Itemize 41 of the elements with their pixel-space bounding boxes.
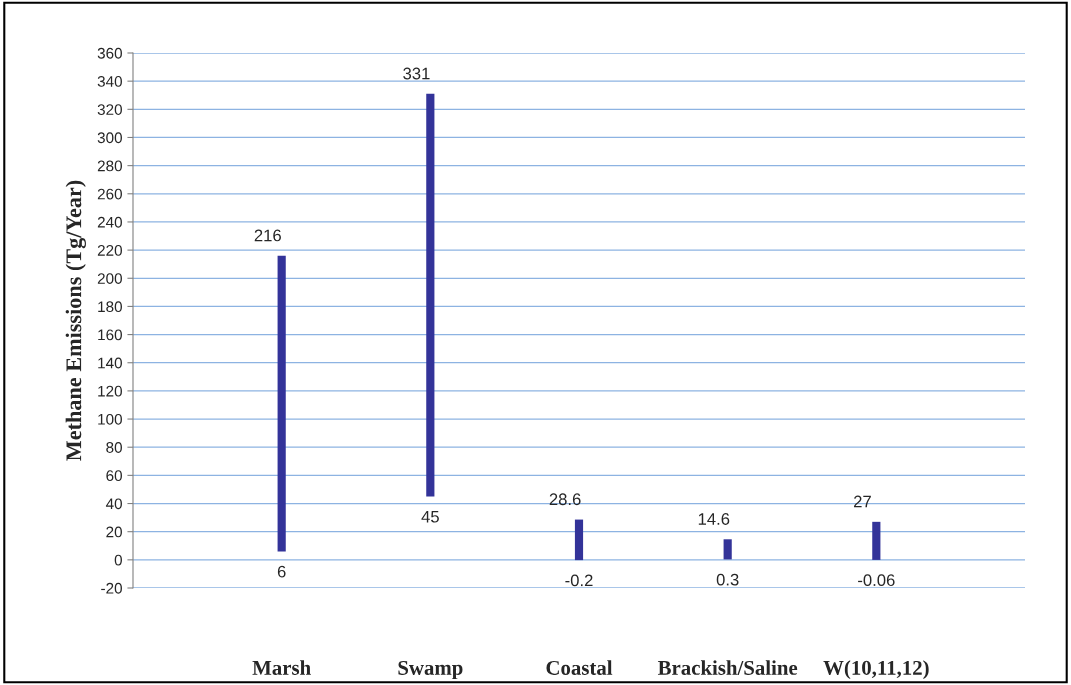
- y-tick-label: 220: [97, 244, 122, 256]
- annotation: -0.06: [858, 574, 895, 587]
- y-tick-label: 160: [98, 329, 122, 341]
- annotation: 216: [254, 229, 281, 242]
- annotation: 27: [854, 495, 871, 508]
- annotation: 0.3: [716, 573, 739, 586]
- y-tick-label: 100: [98, 413, 122, 425]
- y-tick-label: 40: [105, 498, 122, 510]
- bar: [277, 255, 286, 552]
- bar: [574, 519, 584, 561]
- y-tick-label: 320: [97, 104, 122, 115]
- annotation: 14.6: [698, 513, 730, 525]
- y-axis-title: Methane Emissions (Tg/Year): [65, 180, 86, 461]
- annotation: 45: [421, 510, 439, 523]
- y-tick-label: 60: [106, 470, 122, 482]
- y-tick-label: 260: [97, 188, 122, 200]
- y-tick-label: -20: [101, 582, 122, 594]
- y-tick-label: 240: [97, 216, 122, 228]
- y-tick-label: 120: [98, 385, 122, 397]
- annotation: 331: [403, 67, 430, 80]
- y-tick-label: 200: [97, 273, 122, 284]
- y-tick-label: 300: [97, 132, 122, 144]
- x-tick-label: Coastal: [546, 660, 613, 675]
- y-tick-label: 280: [97, 160, 122, 172]
- x-tick-label: Brackish/Saline: [657, 660, 798, 675]
- x-tick-label: Marsh: [252, 660, 311, 675]
- y-tick-label: 340: [97, 76, 122, 87]
- bar: [723, 539, 732, 560]
- y-tick-label: 20: [106, 526, 122, 538]
- x-tick-label: Swamp: [398, 660, 463, 680]
- bar: [872, 521, 881, 560]
- y-tick-label: 140: [98, 357, 122, 369]
- annotation: 6: [277, 565, 286, 578]
- y-tick-label: 360: [97, 47, 122, 59]
- y-tick-label: 80: [106, 442, 122, 453]
- y-tick-label: 0: [114, 554, 122, 566]
- x-tick-label: W(10,11,12): [823, 660, 929, 680]
- bar: [426, 93, 435, 497]
- annotation: -0.2: [565, 574, 593, 587]
- y-tick-label: 180: [98, 301, 122, 313]
- annotation: 28.6: [549, 493, 581, 506]
